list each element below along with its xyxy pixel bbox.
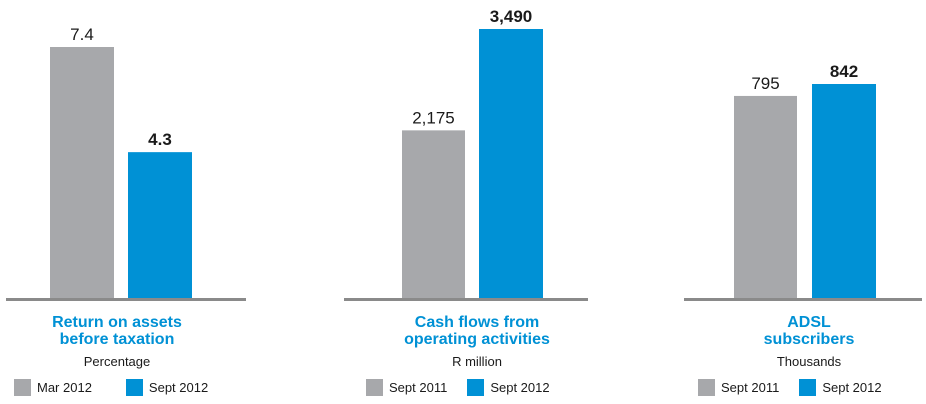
legend-item: Sept 2011 [698, 378, 780, 396]
legend-item: Mar 2012 [14, 378, 92, 396]
legend-adsl: Sept 2011 Sept 2012 [698, 378, 882, 396]
legend-item: Sept 2012 [799, 378, 882, 396]
data-label: 3,490 [490, 7, 533, 26]
legend-swatch-blue [467, 378, 485, 396]
unit-label-returns: Percentage [83, 354, 151, 369]
bar-sept-2012 [479, 29, 543, 298]
panel-title-line-2: before taxation [59, 331, 175, 348]
unit-label-cashflow: R million [452, 354, 502, 369]
panel-title-line-2: operating activities [404, 331, 550, 348]
unit-label-adsl: Thousands [776, 354, 842, 369]
legend-label: Mar 2012 [37, 379, 92, 395]
bar-sept-2011 [402, 130, 465, 298]
panel-title-line-1: Cash flows from [414, 314, 540, 331]
data-label: 7.4 [70, 25, 94, 44]
legend-swatch-blue [125, 378, 143, 396]
legend-swatch-gray [14, 378, 31, 396]
data-label: 4.3 [148, 130, 172, 149]
legend-item: Sept 2012 [125, 378, 209, 396]
legend-label: Sept 2012 [490, 379, 550, 395]
panel-title: Return on assets before taxation [0, 314, 247, 348]
legend-swatch-gray [698, 378, 715, 396]
legend-cashflow: Sept 2011 Sept 2012 [366, 378, 550, 396]
panel-title: ADSL subscribers [679, 314, 926, 348]
bar-sept-2012 [812, 84, 876, 298]
legend-label: Sept 2011 [721, 379, 780, 395]
legend-swatch-gray [366, 378, 383, 396]
panel-title-line-1: ADSL [787, 314, 831, 331]
panel-title-line-2: subscribers [763, 331, 855, 348]
panel-title: Cash flows from operating activities [347, 314, 607, 348]
legend-label: Sept 2011 [389, 379, 448, 395]
panel-title-line-1: Return on assets [52, 314, 182, 331]
legend-returns: Mar 2012 Sept 2012 [14, 378, 208, 396]
bar-sept-2012 [128, 152, 192, 298]
legend-item: Sept 2011 [366, 378, 448, 396]
bar-mar-2012 [50, 47, 114, 298]
data-label: 795 [751, 74, 779, 93]
legend-label: Sept 2012 [822, 379, 882, 395]
data-label: 842 [830, 62, 858, 81]
legend-label: Sept 2012 [148, 379, 209, 395]
legend-item: Sept 2012 [467, 378, 550, 396]
bar-sept-2011 [734, 95, 797, 298]
data-label: 2,175 [412, 108, 455, 127]
legend-swatch-blue [799, 378, 817, 396]
